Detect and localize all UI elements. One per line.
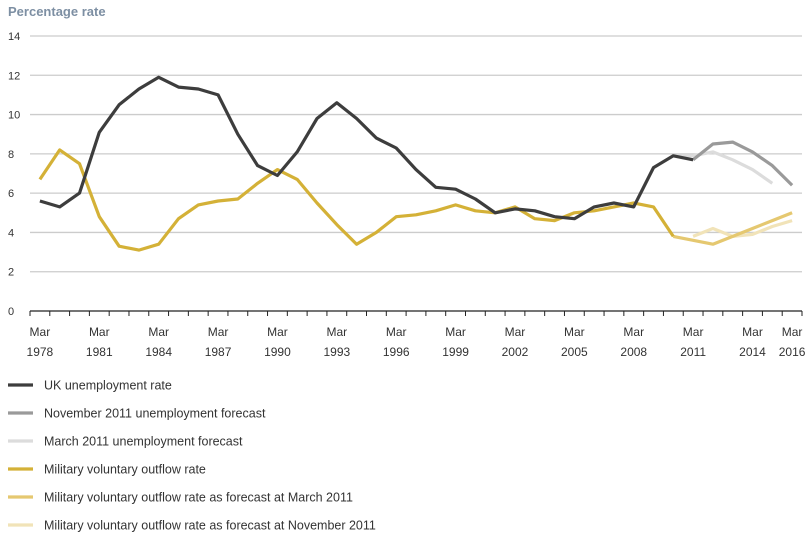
x-tick-label-month: Mar — [326, 325, 347, 339]
x-tick-label-year: 1990 — [264, 345, 291, 359]
x-tick-label-year: 2016 — [779, 345, 806, 359]
x-tick-label-year: 1984 — [145, 345, 172, 359]
x-tick-label-month: Mar — [782, 325, 803, 339]
y-tick-label: 2 — [8, 267, 14, 279]
x-tick-label-year: 1987 — [205, 345, 232, 359]
legend-item: November 2011 unemployment forecast — [8, 407, 266, 421]
x-tick-label-month: Mar — [267, 325, 288, 339]
x-tick-label-year: 2002 — [502, 345, 529, 359]
y-axis-title: Percentage rate — [8, 4, 106, 19]
legend-item: March 2011 unemployment forecast — [8, 435, 243, 449]
legend: UK unemployment rate November 2011 unempl… — [8, 379, 376, 533]
legend-item: UK unemployment rate — [8, 379, 172, 393]
legend-label: Military voluntary outflow rate — [44, 463, 206, 477]
legend-label: November 2011 unemployment forecast — [44, 407, 266, 421]
x-tick-label-year: 1996 — [383, 345, 410, 359]
series-lines — [38, 75, 794, 252]
legend-label: UK unemployment rate — [44, 379, 172, 393]
x-tick-label-month: Mar — [30, 325, 51, 339]
x-tick-label-month: Mar — [208, 325, 229, 339]
y-tick-label: 14 — [8, 31, 20, 43]
x-tick-label-year: 2011 — [680, 345, 706, 359]
series-line-0 — [39, 75, 694, 221]
gridlines — [30, 35, 802, 273]
series-line-1 — [692, 140, 794, 187]
x-tick-label-year: 1999 — [442, 345, 469, 359]
x-tick-label-month: Mar — [445, 325, 466, 339]
y-axis-ticks: 0 2 4 6 8 10 12 14 — [8, 31, 20, 318]
legend-item: Military voluntary outflow rate — [8, 463, 206, 477]
x-tick-label-month: Mar — [564, 325, 585, 339]
x-tick-label-year: 2014 — [739, 345, 766, 359]
series-line-3 — [38, 148, 675, 252]
x-tick-label-year: 2008 — [620, 345, 647, 359]
x-tick-label-month: Mar — [148, 325, 169, 339]
x-tick-label-year: 1993 — [323, 345, 350, 359]
x-tick-label-month: Mar — [742, 325, 763, 339]
legend-item: Military voluntary outflow rate as forec… — [8, 491, 353, 505]
x-axis: Mar 1978 Mar 1981 Mar 1984 Mar 1987 Mar 1990 Mar 19… — [27, 310, 806, 359]
series-line-4 — [672, 211, 793, 246]
legend-label: March 2011 unemployment forecast — [44, 435, 243, 449]
x-tick-label-month: Mar — [623, 325, 644, 339]
x-tick-label-year: 1978 — [27, 345, 54, 359]
x-tick-label-month: Mar — [89, 325, 110, 339]
x-tick-label-year: 2005 — [561, 345, 588, 359]
y-tick-label: 12 — [8, 70, 20, 82]
series-line-2 — [673, 150, 774, 185]
x-tick-label-month: Mar — [683, 325, 704, 339]
series-line-5 — [692, 219, 793, 238]
y-tick-label: 4 — [8, 227, 14, 239]
y-tick-label: 10 — [8, 110, 20, 122]
y-tick-label: 6 — [8, 188, 14, 200]
x-tick-label-month: Mar — [386, 325, 407, 339]
x-tick-label-month: Mar — [505, 325, 526, 339]
x-tick-label-year: 1981 — [86, 345, 113, 359]
legend-label: Military voluntary outflow rate as forec… — [44, 519, 376, 533]
legend-item: Military voluntary outflow rate as forec… — [8, 519, 376, 533]
y-tick-label: 8 — [8, 149, 14, 161]
y-tick-label: 0 — [8, 306, 14, 318]
legend-label: Military voluntary outflow rate as forec… — [44, 491, 353, 505]
